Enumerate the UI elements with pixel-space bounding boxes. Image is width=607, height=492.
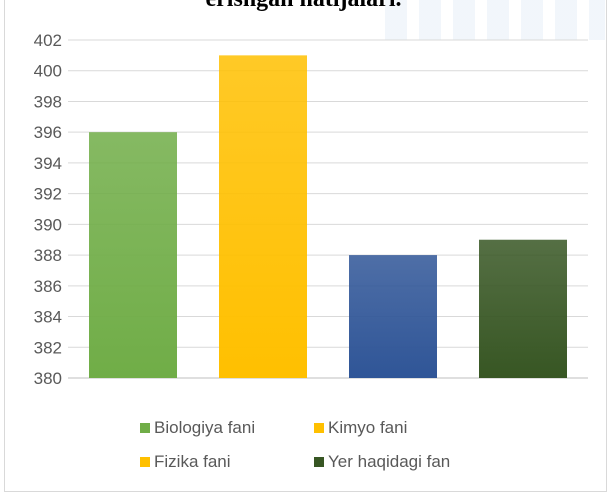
y-tick-label: 388 xyxy=(34,246,62,265)
y-tick-label: 382 xyxy=(34,338,62,357)
chart-title: erishgan natijalari. xyxy=(0,0,607,13)
background-pattern xyxy=(385,0,605,40)
legend-swatch xyxy=(314,457,324,467)
legend-label: Fizika fani xyxy=(154,452,231,471)
bar-fizika-fani xyxy=(219,55,307,378)
y-tick-label: 384 xyxy=(34,308,62,327)
y-tick-label: 392 xyxy=(34,185,62,204)
y-tick-label: 398 xyxy=(34,92,62,111)
legend-swatch xyxy=(140,423,150,433)
y-tick-label: 380 xyxy=(34,369,62,388)
legend-label: Yer haqidagi fan xyxy=(328,452,451,471)
y-tick-label: 390 xyxy=(34,215,62,234)
legend-item: Biologiya fani xyxy=(140,418,300,438)
legend-swatch xyxy=(314,423,324,433)
legend-swatch xyxy=(140,457,150,467)
y-tick-label: 396 xyxy=(34,123,62,142)
bar-biologiya-fani xyxy=(89,132,177,378)
legend-item: Kimyo fani xyxy=(314,418,494,438)
y-tick-label: 402 xyxy=(34,31,62,50)
legend-label: Biologiya fani xyxy=(154,418,256,437)
legend-item: Fizika fani xyxy=(140,452,300,472)
bar-yer-haqidagi-fan xyxy=(479,239,567,378)
legend-label: Kimyo fani xyxy=(328,418,408,437)
y-tick-label: 400 xyxy=(34,62,62,81)
y-tick-label: 386 xyxy=(34,277,62,296)
legend-item: Yer haqidagi fan xyxy=(314,452,494,472)
y-tick-label: 394 xyxy=(34,154,62,173)
bar-kimyo-fani xyxy=(349,255,437,378)
chart-legend: Biologiya fani Kimyo fani Fizika fani Ye… xyxy=(140,418,580,472)
